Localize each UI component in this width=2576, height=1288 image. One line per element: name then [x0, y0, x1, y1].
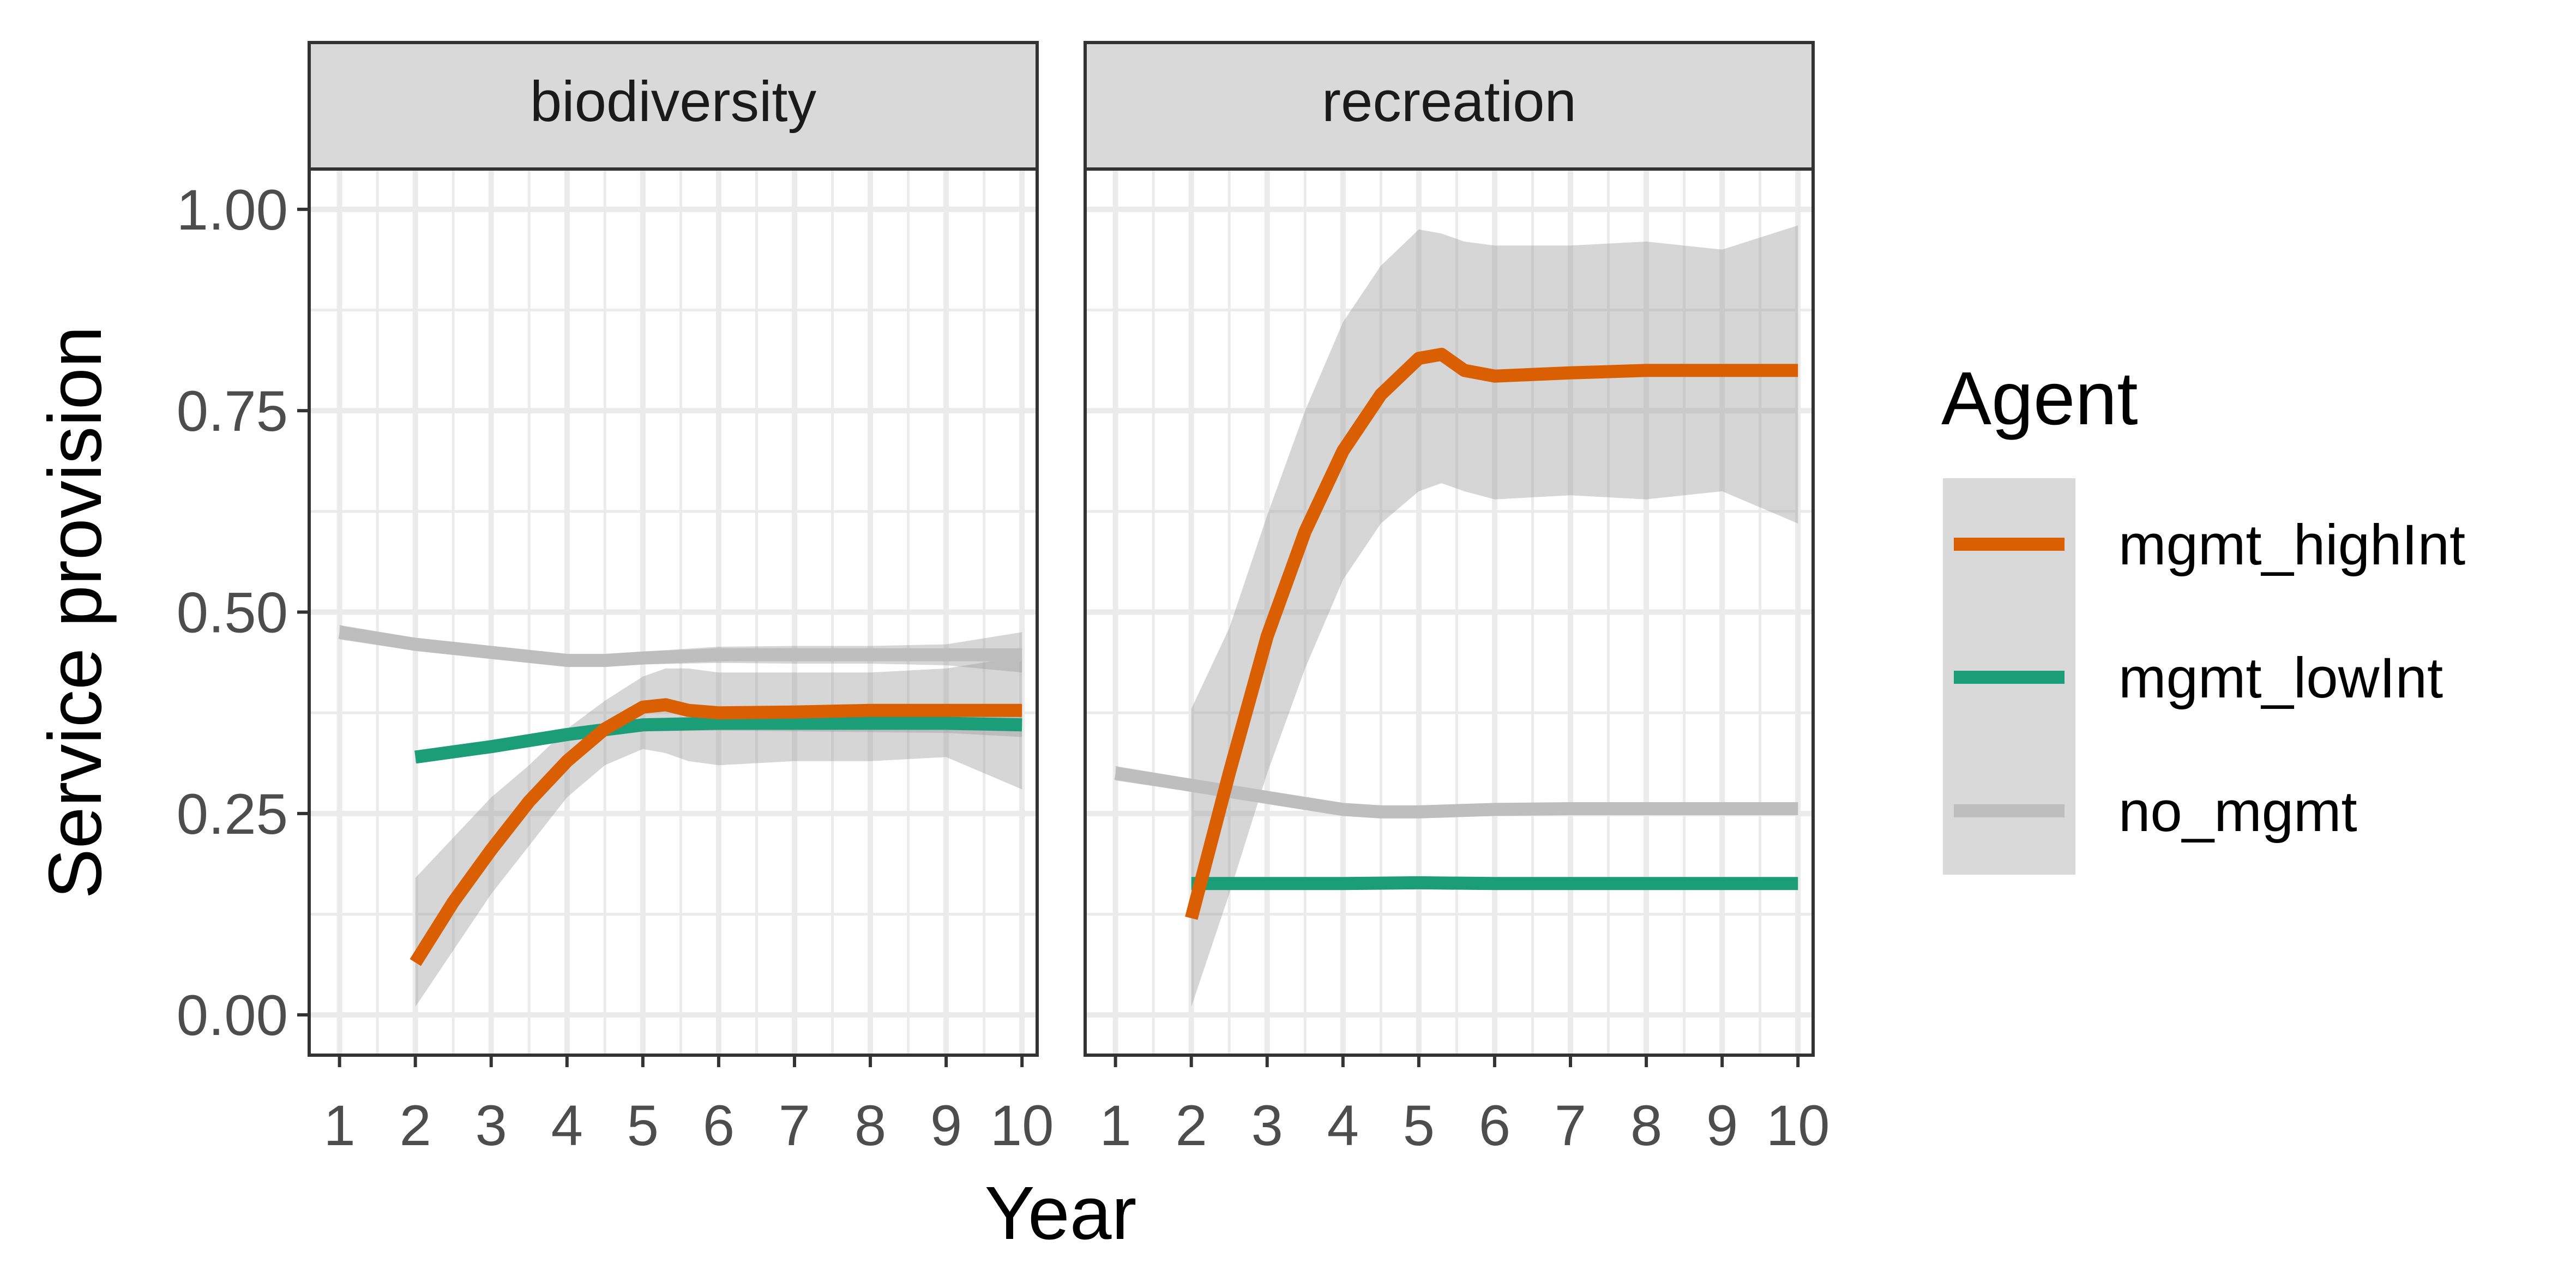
x-tick-label: 2 [1175, 1094, 1207, 1158]
strip-label-recreation: recreation [1322, 70, 1576, 134]
legend-title: Agent [1941, 357, 2138, 441]
panel-border-recreation [1084, 167, 1815, 1057]
x-axis-biodiversity: 1 2 3 4 5 6 7 8 9 10 [323, 1055, 1054, 1158]
ribbon-mgmt-highInt [415, 656, 1022, 1007]
gridlines-recreation [1085, 169, 1813, 1055]
series-line-no-mgmt [1114, 767, 1798, 818]
y-tick-label: 0.75 [177, 380, 288, 443]
y-axis: 0.00 0.25 0.50 0.75 1.00 [177, 178, 309, 1048]
x-tick-label: 10 [1766, 1094, 1830, 1158]
strip-recreation [1084, 41, 1815, 171]
x-tick-label: 7 [779, 1094, 810, 1158]
x-tick-label: 8 [854, 1094, 886, 1158]
strip-biodiversity [308, 41, 1039, 171]
series-line-mgmt-lowInt [414, 717, 1022, 764]
x-tick-label: 9 [1706, 1094, 1738, 1158]
panel-recreation: recreation 1 2 3 4 5 6 7 8 9 10 [1084, 41, 1830, 1158]
y-tick-label: 0.25 [177, 783, 288, 846]
x-tick-label: 4 [1327, 1094, 1359, 1158]
series-line-mgmt-highInt [1185, 347, 1798, 920]
x-tick-label: 7 [1555, 1094, 1586, 1158]
legend-label: mgmt_highInt [2118, 513, 2465, 577]
series-line-mgmt-highInt [410, 698, 1022, 966]
y-tick-label: 0.50 [177, 581, 288, 645]
x-tick-label: 5 [1403, 1094, 1435, 1158]
y-tick-label: 0.00 [177, 984, 288, 1048]
legend-entry-mgmt-highInt: mgmt_highInt [1954, 513, 2465, 577]
x-tick-label: 5 [627, 1094, 659, 1158]
legend-entry-mgmt-lowInt: mgmt_lowInt [1954, 646, 2443, 710]
x-tick-label: 6 [1479, 1094, 1510, 1158]
series-group-recreation [1114, 225, 1798, 1007]
gridlines-biodiversity [309, 169, 1037, 1055]
x-tick-label: 4 [551, 1094, 583, 1158]
series-line-no-mgmt [338, 625, 1022, 667]
legend-label: no_mgmt [2118, 780, 2357, 844]
x-tick-label: 2 [399, 1094, 431, 1158]
x-tick-label: 3 [1251, 1094, 1283, 1158]
x-axis-recreation: 1 2 3 4 5 6 7 8 9 10 [1099, 1055, 1830, 1158]
legend-label: mgmt_lowInt [2118, 646, 2443, 710]
series-group-biodiversity [338, 625, 1022, 1007]
strip-label-biodiversity: biodiversity [530, 70, 817, 134]
x-tick-label: 1 [323, 1094, 355, 1158]
x-axis-title: Year [985, 1171, 1137, 1255]
x-tick-label: 8 [1630, 1094, 1662, 1158]
x-tick-label: 1 [1099, 1094, 1131, 1158]
ribbon-mgmt-highInt [1191, 225, 1798, 1007]
y-axis-title: Service provision [33, 326, 117, 899]
legend-entry-no-mgmt: no_mgmt [1954, 780, 2357, 844]
x-tick-label: 3 [476, 1094, 507, 1158]
x-tick-label: 10 [990, 1094, 1054, 1158]
panel-biodiversity: biodiversity 1 2 3 4 5 6 7 8 9 10 [308, 41, 1054, 1158]
legend: Agent mgmt_highInt mgmt_lowInt no_mgmt [1941, 357, 2465, 875]
x-tick-label: 9 [930, 1094, 962, 1158]
x-tick-label: 6 [703, 1094, 735, 1158]
y-tick-label: 1.00 [177, 178, 288, 242]
